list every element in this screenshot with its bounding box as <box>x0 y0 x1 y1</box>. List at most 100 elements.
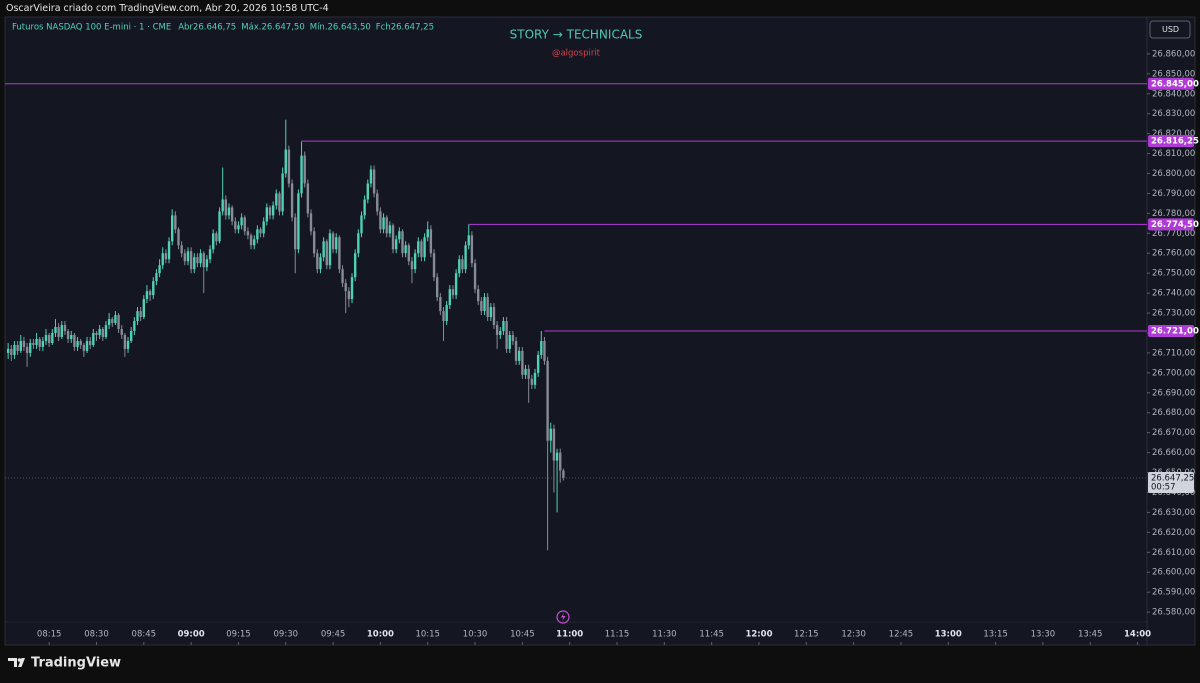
candle-body <box>407 245 411 262</box>
currency[interactable]: USD <box>1162 25 1179 34</box>
x-tick-label: 13:00 <box>935 630 962 640</box>
candle-body <box>186 251 190 262</box>
candle-body <box>341 269 344 284</box>
brand[interactable]: TradingView <box>8 656 121 671</box>
level-label-bg <box>1148 325 1194 337</box>
y-tick-label: 26.670,00 <box>1152 428 1195 438</box>
y-tick-label: 26.600,00 <box>1152 568 1195 578</box>
candle-body <box>486 297 489 318</box>
x-tick-label: 09:30 <box>274 630 299 640</box>
candle-body <box>511 334 515 341</box>
y-tick-label: 26.760,00 <box>1152 249 1195 259</box>
candle-body <box>458 259 461 274</box>
y-tick-label: 26.740,00 <box>1152 289 1195 299</box>
brand-name[interactable]: TradingView <box>31 656 121 671</box>
y-tick-label: 26.820,00 <box>1152 129 1195 139</box>
candle-body <box>382 217 385 230</box>
candle-body <box>357 233 360 254</box>
replay-bolt[interactable] <box>561 612 566 622</box>
brand-logo-dot[interactable] <box>17 658 22 662</box>
candle-body <box>287 149 291 184</box>
candle-body <box>521 350 524 375</box>
y-tick-label: 26.830,00 <box>1152 109 1195 119</box>
level-label-bg <box>1148 218 1194 231</box>
x-tick-label: 09:45 <box>321 630 346 640</box>
candle-body <box>164 253 168 260</box>
candle-body <box>562 470 565 479</box>
header-text: OscarVieira criado com TradingView.com, … <box>6 3 329 14</box>
candle-body <box>129 331 133 341</box>
candle-body <box>319 257 322 270</box>
candle-body <box>540 340 543 355</box>
chart-title: STORY → TECHNICALS <box>510 28 643 42</box>
candle-body <box>221 199 224 212</box>
candle-body <box>338 237 341 270</box>
candle-body <box>432 253 436 278</box>
ohlc-label: Fch26.647,25 <box>376 23 434 33</box>
candle-body <box>13 344 16 355</box>
candle-body <box>224 199 228 216</box>
candle-body <box>518 350 521 361</box>
candle-body <box>524 368 527 375</box>
currency-box[interactable] <box>1149 20 1191 39</box>
candle-body <box>265 207 269 222</box>
candle-body <box>10 348 13 355</box>
candle-body <box>79 340 82 345</box>
y-tick-label: 26.790,00 <box>1152 189 1195 199</box>
candle-body <box>470 235 474 264</box>
candle-body <box>492 307 496 326</box>
candle-body <box>417 241 420 254</box>
y-tick-label: 26.840,00 <box>1152 89 1195 99</box>
x-tick-label: 13:45 <box>1078 630 1103 640</box>
candle-body <box>527 368 530 379</box>
y-tick-label: 26.750,00 <box>1152 269 1195 279</box>
candle-body <box>376 193 379 212</box>
y-tick-label: 26.730,00 <box>1152 309 1195 319</box>
candle-body <box>268 207 272 216</box>
candle-body <box>514 340 518 361</box>
candle-body <box>404 245 407 254</box>
candle-body <box>189 251 193 270</box>
candle-body <box>350 277 354 300</box>
y-tick-label: 26.610,00 <box>1152 548 1195 558</box>
x-tick-label: 11:15 <box>605 630 630 640</box>
candle-body <box>123 334 127 349</box>
candle-body <box>44 334 48 341</box>
x-tick-label: 14:00 <box>1124 630 1151 640</box>
candle-body <box>360 215 363 234</box>
candle-body <box>117 315 120 330</box>
candle-body <box>473 263 477 290</box>
candle-body <box>549 428 552 441</box>
candle-body <box>322 241 325 258</box>
candle-body <box>205 259 209 268</box>
candle-body <box>325 241 328 266</box>
level-label-bg <box>1148 135 1194 148</box>
candle-body <box>464 245 467 270</box>
replay-circle[interactable] <box>556 610 570 624</box>
x-tick-label: 12:45 <box>889 630 914 640</box>
x-tick-label: 09:15 <box>226 630 251 640</box>
candle-body <box>316 253 319 270</box>
candle-body <box>290 183 294 218</box>
candle-body <box>237 225 240 230</box>
candle-body <box>98 329 101 335</box>
candle-body <box>391 225 395 250</box>
y-tick-label: 26.710,00 <box>1152 348 1195 358</box>
ohlc-label: Mín.26.643,50 <box>310 23 371 33</box>
candle-body <box>294 217 297 250</box>
candle-body <box>483 297 486 312</box>
candle-body <box>104 325 108 337</box>
x-tick-label: 10:30 <box>463 630 488 640</box>
replay-icon[interactable] <box>556 610 570 624</box>
candle-body <box>275 193 278 206</box>
candle-body <box>111 319 114 324</box>
candle-body <box>530 378 534 385</box>
candle-body <box>281 173 284 212</box>
candle-body <box>489 307 493 318</box>
candle-body <box>95 332 98 335</box>
candle-body <box>22 340 26 347</box>
y-tick-label: 26.770,00 <box>1152 229 1195 239</box>
candle-body <box>256 229 259 240</box>
candle-body <box>477 289 480 302</box>
candle-body <box>114 315 117 324</box>
